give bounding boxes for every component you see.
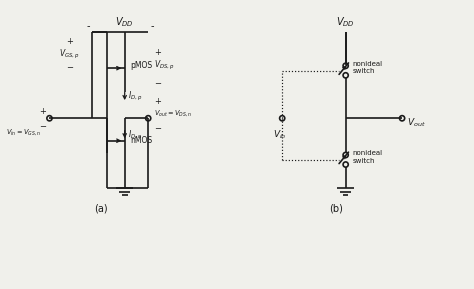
Text: $V_{DD}$: $V_{DD}$ <box>336 15 355 29</box>
Text: nonideal
switch: nonideal switch <box>352 150 383 164</box>
Text: (b): (b) <box>329 204 343 214</box>
Text: $V_{GS,p}$: $V_{GS,p}$ <box>59 48 80 61</box>
Text: -: - <box>150 21 154 31</box>
Text: $V_{in} = V_{GS,n}$: $V_{in} = V_{GS,n}$ <box>6 127 41 137</box>
Text: $V_{DD}$: $V_{DD}$ <box>115 15 134 29</box>
Text: −: − <box>39 122 46 131</box>
Text: $I_{D,p}$: $I_{D,p}$ <box>128 90 143 103</box>
Text: $V_{DS,p}$: $V_{DS,p}$ <box>154 59 174 72</box>
Text: −: − <box>154 124 161 133</box>
Text: nMOS: nMOS <box>130 136 153 145</box>
Text: +: + <box>154 97 161 106</box>
Text: $I_{D,n}$: $I_{D,n}$ <box>128 128 143 141</box>
Text: nonideal
switch: nonideal switch <box>352 61 383 75</box>
Text: $V_{out} = V_{DS,n}$: $V_{out} = V_{DS,n}$ <box>154 108 192 118</box>
Text: pMOS: pMOS <box>130 61 153 70</box>
Text: +: + <box>66 38 73 47</box>
Text: -: - <box>86 21 90 31</box>
Text: (a): (a) <box>94 204 108 214</box>
Text: −: − <box>66 63 73 72</box>
Text: $V_{in}$: $V_{in}$ <box>273 129 287 141</box>
Text: +: + <box>39 107 46 116</box>
Text: −: − <box>154 79 161 88</box>
Text: +: + <box>154 49 161 58</box>
Text: $V_{out}$: $V_{out}$ <box>407 117 426 129</box>
